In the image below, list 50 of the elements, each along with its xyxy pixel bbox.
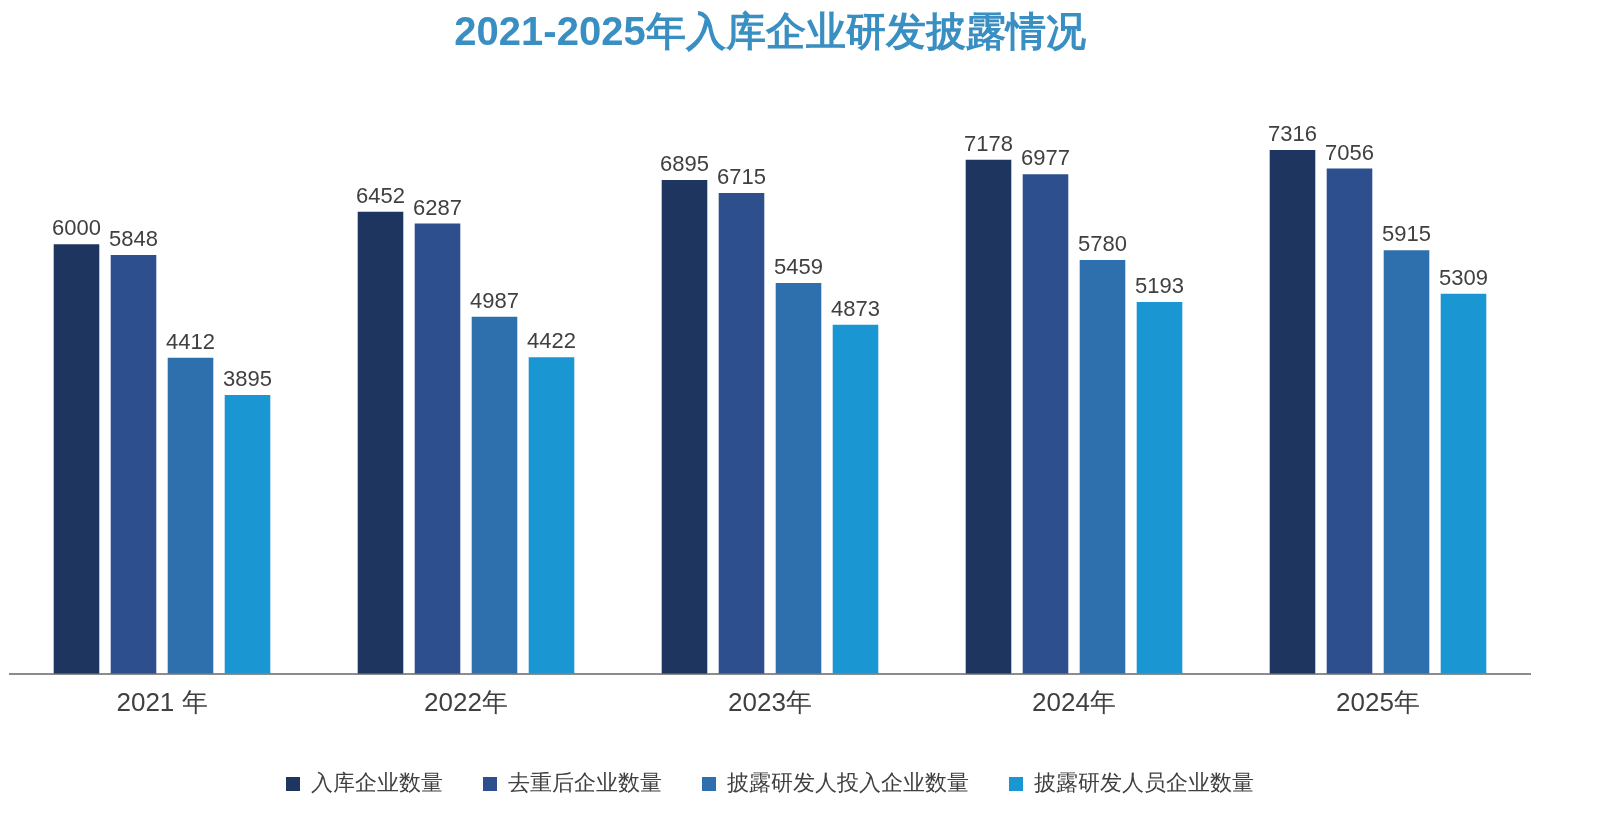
chart-title: 2021-2025年入库企业研发披露情况 <box>454 9 1086 54</box>
bar <box>1440 293 1487 674</box>
bar <box>1383 250 1430 674</box>
data-label: 5780 <box>1078 230 1127 256</box>
data-label: 4873 <box>831 295 880 321</box>
bar <box>775 282 822 674</box>
bar <box>414 223 461 674</box>
bar <box>528 357 575 674</box>
bar <box>224 394 271 674</box>
legend-label: 披露研发人投入企业数量 <box>727 770 969 796</box>
bar <box>661 180 708 674</box>
data-label: 6452 <box>356 182 405 208</box>
data-label: 5848 <box>109 226 158 252</box>
legend-label: 披露研发人员企业数量 <box>1034 770 1254 796</box>
data-label: 7316 <box>1268 120 1317 146</box>
data-label: 7056 <box>1325 139 1374 165</box>
bar <box>1136 301 1183 674</box>
bar <box>1269 149 1316 674</box>
bar <box>965 159 1012 674</box>
data-label: 6000 <box>52 215 101 241</box>
data-label: 4987 <box>470 287 519 313</box>
data-label: 6895 <box>660 151 709 177</box>
x-tick-label: 2025年 <box>1336 686 1420 717</box>
data-label: 6287 <box>413 194 462 220</box>
data-label: 4412 <box>166 328 215 354</box>
bar <box>471 316 518 674</box>
bar <box>1022 174 1069 674</box>
bar <box>1079 259 1126 674</box>
data-label: 7178 <box>964 130 1013 156</box>
x-tick-label: 2022年 <box>424 686 508 717</box>
data-label: 5193 <box>1135 273 1184 298</box>
data-label: 6715 <box>717 164 766 190</box>
data-label: 4422 <box>527 328 576 354</box>
bar <box>718 192 765 674</box>
legend-label: 入库企业数量 <box>311 770 443 796</box>
data-label: 5915 <box>1382 221 1431 247</box>
bar <box>167 357 214 674</box>
x-tick-label: 2024年 <box>1032 686 1116 717</box>
bar <box>1326 168 1373 674</box>
bar <box>53 244 100 674</box>
legend-label: 去重后企业数量 <box>508 770 662 796</box>
bar <box>357 211 404 674</box>
data-label: 6977 <box>1021 145 1070 171</box>
data-label: 5459 <box>774 253 823 279</box>
data-label: 3895 <box>223 365 272 391</box>
x-tick-label: 2023年 <box>728 686 812 717</box>
data-label: 5309 <box>1439 264 1488 290</box>
bar <box>110 255 157 674</box>
bar <box>832 324 879 674</box>
x-tick-label: 2021 年 <box>116 686 208 717</box>
